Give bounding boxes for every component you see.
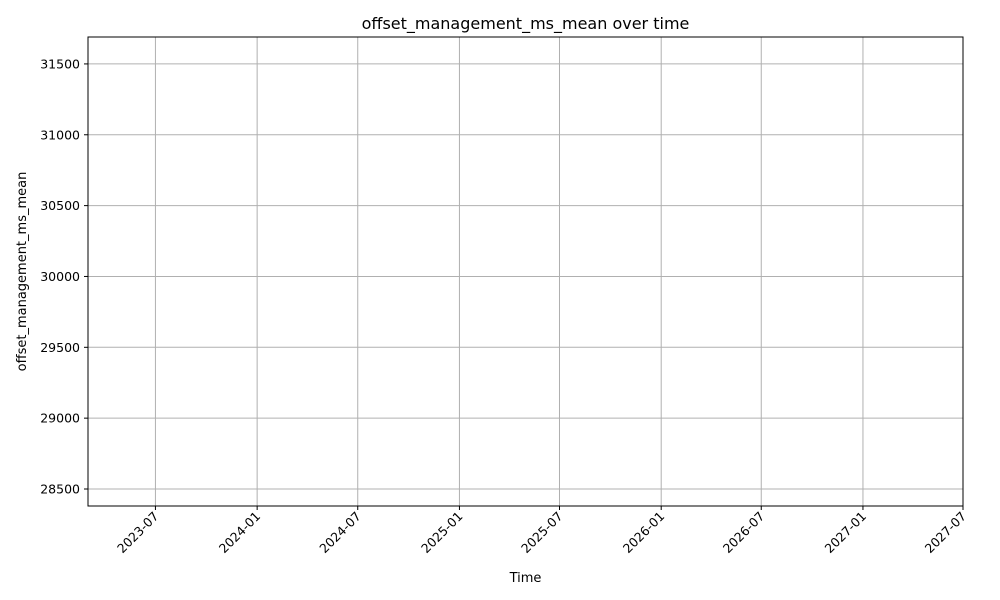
y-tick-label: 29500 [40,340,80,355]
y-tick-label: 28500 [40,481,80,496]
axes-frame [87,36,964,507]
y-tick-label: 31500 [40,56,80,71]
y-axis-label: offset_management_ms_mean [15,172,30,372]
y-tick-label: 30500 [40,198,80,213]
x-axis-label: Time [509,571,542,586]
y-axis-ticks: 28500 29000 29500 30000 30500 31000 31500 [40,56,88,496]
y-tick-label: 30000 [40,269,80,284]
y-tick-label: 29000 [40,411,80,426]
chart-title: offset_management_ms_mean over time [362,14,690,34]
y-tick-label: 31000 [40,127,80,142]
grid-lines [88,37,964,506]
